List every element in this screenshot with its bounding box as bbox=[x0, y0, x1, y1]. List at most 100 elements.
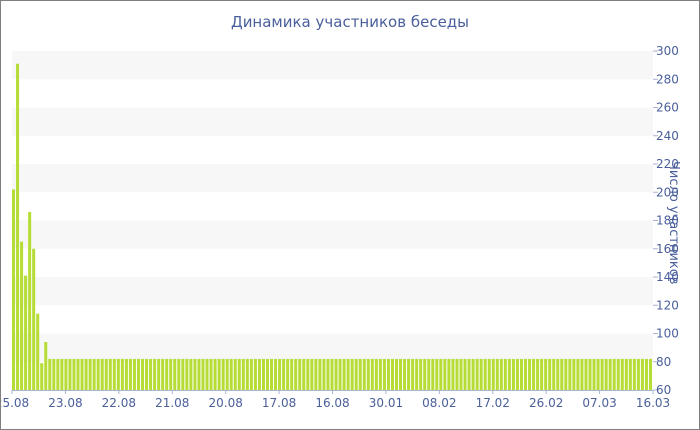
bar bbox=[552, 358, 556, 390]
bar bbox=[278, 358, 282, 390]
bar bbox=[233, 358, 237, 390]
bar bbox=[435, 358, 439, 390]
bar bbox=[407, 358, 411, 390]
bar bbox=[515, 358, 519, 390]
bar bbox=[644, 358, 648, 390]
bar bbox=[265, 358, 270, 390]
bar bbox=[507, 358, 511, 390]
bar bbox=[572, 358, 576, 390]
bar bbox=[173, 358, 177, 390]
bar bbox=[124, 358, 128, 390]
bar bbox=[608, 358, 612, 390]
bar bbox=[253, 358, 257, 390]
y-tick-label: 80 bbox=[656, 355, 671, 369]
bar bbox=[370, 358, 374, 390]
bar bbox=[362, 358, 366, 390]
bar bbox=[209, 358, 213, 390]
bar bbox=[471, 358, 475, 390]
bar bbox=[564, 358, 568, 390]
grid-band bbox=[12, 164, 653, 193]
bar bbox=[330, 358, 334, 390]
bar bbox=[580, 358, 584, 390]
bar bbox=[419, 358, 423, 390]
bar bbox=[261, 358, 265, 390]
bar bbox=[213, 358, 217, 390]
bar bbox=[523, 358, 528, 390]
bar bbox=[116, 358, 120, 390]
bar bbox=[503, 358, 507, 390]
y-tick-label: 280 bbox=[656, 72, 679, 86]
bar bbox=[411, 358, 415, 390]
bar bbox=[270, 358, 274, 390]
bar bbox=[576, 358, 580, 390]
bar bbox=[479, 358, 483, 390]
bar bbox=[386, 358, 390, 390]
bar bbox=[286, 358, 290, 390]
bar bbox=[632, 358, 636, 390]
grid-band bbox=[12, 51, 653, 80]
bar bbox=[88, 358, 92, 390]
bar bbox=[584, 358, 588, 390]
bar bbox=[314, 358, 318, 390]
bar bbox=[112, 358, 116, 390]
bar bbox=[640, 358, 644, 390]
bar bbox=[532, 358, 536, 390]
bar bbox=[636, 358, 640, 390]
bar bbox=[225, 358, 229, 390]
bar bbox=[28, 212, 32, 390]
y-axis-label: Число участников bbox=[666, 161, 681, 285]
x-tick-label: 08.02 bbox=[422, 396, 456, 410]
bar bbox=[193, 358, 197, 390]
bar bbox=[439, 358, 443, 390]
bar bbox=[153, 358, 157, 390]
bar bbox=[427, 358, 431, 390]
bar bbox=[149, 358, 153, 390]
bar bbox=[221, 358, 225, 390]
bar bbox=[32, 248, 36, 390]
bar bbox=[161, 358, 165, 390]
bar bbox=[20, 241, 24, 390]
bar bbox=[528, 358, 532, 390]
bar bbox=[318, 358, 322, 390]
bar bbox=[100, 358, 104, 390]
bar bbox=[338, 358, 342, 390]
bar bbox=[136, 358, 140, 390]
bar bbox=[290, 358, 294, 390]
y-tick-label: 220 bbox=[656, 157, 679, 171]
bar bbox=[80, 358, 84, 390]
bar bbox=[177, 358, 181, 390]
bar bbox=[294, 358, 298, 390]
y-tick-label: 160 bbox=[656, 242, 679, 256]
x-tick-label: 22.08 bbox=[102, 396, 136, 410]
bar bbox=[483, 358, 487, 390]
bar bbox=[157, 358, 161, 390]
bar bbox=[358, 358, 362, 390]
y-tick-label: 300 bbox=[656, 44, 679, 58]
bar bbox=[624, 358, 628, 390]
bar bbox=[596, 358, 600, 390]
bar bbox=[334, 358, 338, 390]
bar bbox=[399, 358, 403, 390]
y-tick-label: 100 bbox=[656, 327, 679, 341]
bar bbox=[459, 358, 463, 390]
bar bbox=[560, 358, 564, 390]
x-tick-label: 17.02 bbox=[476, 396, 510, 410]
x-tick-label: 16.03 bbox=[636, 396, 670, 410]
bar bbox=[588, 358, 592, 390]
bar bbox=[237, 358, 241, 390]
bar bbox=[217, 358, 221, 390]
bar bbox=[382, 358, 386, 390]
bar bbox=[104, 358, 108, 390]
bar bbox=[48, 358, 52, 390]
grid-band bbox=[12, 333, 653, 362]
bar bbox=[511, 358, 515, 390]
x-tick-label: 25.08 bbox=[1, 396, 29, 410]
bar bbox=[16, 63, 20, 391]
y-tick-label: 180 bbox=[656, 214, 679, 228]
bar bbox=[64, 358, 68, 390]
bar bbox=[568, 358, 572, 390]
bar bbox=[544, 358, 548, 390]
grid-band bbox=[12, 220, 653, 249]
bar bbox=[197, 358, 201, 390]
bar bbox=[556, 358, 560, 390]
